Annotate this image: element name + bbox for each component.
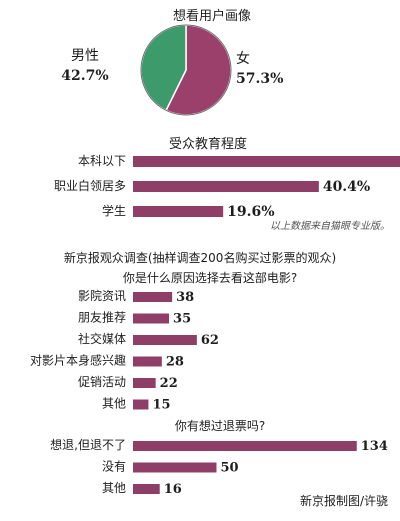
education-label: 职业白领居多 [54,178,126,193]
refund-bar [133,462,217,473]
reason-label: 促销活动 [78,375,126,389]
reason-question: 你是什么原因选择去看这部电影? [123,270,297,285]
reason-label: 朋友推荐 [78,311,126,325]
bar-chart-refund: 想退,但退不了 134 没有 50 其他 16 [50,437,388,497]
education-bar [133,206,224,217]
refund-question: 你有想过退票吗? [175,418,265,433]
credit: 新京报制图/许骁 [300,493,388,508]
survey-title: 新京报观众调查(抽样调查200名购买过影票的观众) [64,250,336,265]
refund-label: 没有 [102,459,126,474]
education-bar [133,156,400,167]
pie-slices [140,24,232,116]
reason-label: 影院资讯 [78,289,126,303]
source-note: 以上数据来自猫眼专业版。 [270,220,390,232]
reason-label: 社交媒体 [78,331,126,346]
reason-value: 35 [173,312,191,327]
reason-value: 22 [160,376,178,391]
pie-outline [140,24,232,116]
pie-chart-audience: 想看用户画像 男性 42.7% 女 57.3% [61,8,283,116]
pie-label-female: 女 [236,50,250,67]
pie-label-male: 男性 [71,48,99,64]
reason-bar [133,335,197,345]
reason-bar [133,292,173,302]
reason-bar [133,378,156,388]
education-value: 40.4% [323,179,370,195]
reason-label: 对影片本身感兴趣 [30,353,126,368]
reason-bar [133,399,149,410]
reason-bar [133,356,162,367]
bar-chart-reasons: 影院资讯 38 朋友推荐 35 社交媒体 62 对影片本身感兴趣 28 促销活动 22 其他 15 [30,289,219,413]
education-label: 学生 [102,203,126,218]
refund-bar [133,441,357,451]
refund-value: 16 [164,482,182,497]
education-bar [133,181,319,192]
refund-value: 50 [221,461,239,476]
education-value: 19.6% [227,204,274,220]
refund-label: 想退,但退不了 [50,437,126,452]
reason-value: 62 [201,333,219,348]
refund-value: 134 [361,439,388,454]
education-title: 受众教育程度 [169,136,247,152]
pie-title: 想看用户画像 [173,8,251,24]
refund-label: 其他 [102,481,126,495]
reason-value: 28 [166,355,184,370]
refund-bar [133,484,160,494]
pie-value-female: 57.3% [236,71,283,87]
reason-value: 15 [152,398,170,413]
education-label: 本科以下 [78,154,126,168]
pie-value-male: 42.7% [61,68,108,84]
reason-bar [133,313,170,324]
reason-label: 其他 [102,397,126,411]
reason-value: 38 [176,290,194,305]
